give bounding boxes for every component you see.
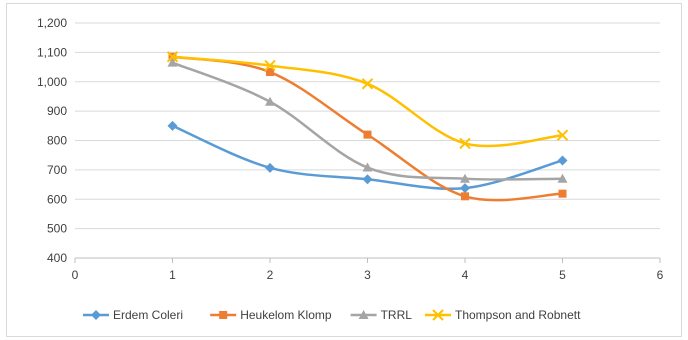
x-tick-label: 4 <box>462 268 469 282</box>
x-tick-label: 1 <box>169 268 176 282</box>
y-tick-label: 400 <box>47 251 67 265</box>
legend-label: TRRL <box>381 308 413 322</box>
y-tick-label: 1,000 <box>37 75 67 89</box>
legend-label: Erdem Coleri <box>113 308 183 322</box>
legend-item-trrl: TRRL <box>350 308 413 322</box>
legend-item-erdem-coleri: Erdem Coleri <box>83 308 183 322</box>
data-point-thompson-and-robnett <box>264 59 276 72</box>
legend-label: Heukelom Klomp <box>240 308 332 322</box>
data-point-trrl <box>265 96 275 106</box>
data-point-trrl <box>460 173 470 183</box>
legend-marker <box>358 310 369 319</box>
y-tick-label: 1,200 <box>37 16 67 30</box>
series-line-trrl <box>172 61 563 181</box>
axes: 400 500 600 700 800 900 1,000 1,100 1,200 0 1 2 3 4 5 6 <box>37 16 664 282</box>
legend-marker <box>219 311 228 319</box>
x-tick-label: 6 <box>657 268 664 282</box>
legend-marker <box>432 309 444 321</box>
y-tick-label: 500 <box>47 222 67 236</box>
y-tick-label: 800 <box>47 134 67 148</box>
data-point-trrl <box>557 173 568 183</box>
data-point-trrl <box>167 57 178 67</box>
data-point-heukelom-klomp <box>266 68 274 77</box>
data-point-heukelom-klomp <box>363 130 372 139</box>
legend-label: Thompson and Robnett <box>455 308 581 322</box>
gridlines <box>75 22 660 230</box>
data-point-erdem-coleri <box>557 155 568 166</box>
data-point-thompson-and-robnett <box>459 137 471 150</box>
y-tick-label: 700 <box>47 163 67 177</box>
y-tick-label: 1,100 <box>37 45 67 59</box>
data-point-erdem-coleri <box>265 162 275 173</box>
x-tick-label: 3 <box>364 268 371 282</box>
data-point-erdem-coleri <box>362 174 373 185</box>
y-tick-label: 900 <box>47 104 67 118</box>
data-point-erdem-coleri <box>460 183 470 194</box>
data-point-heukelom-klomp <box>461 192 469 201</box>
legend: Erdem Coleri Heukelom Klomp TRRL Thompson a… <box>83 308 581 322</box>
x-tick-label: 2 <box>267 268 274 282</box>
legend-item-heukelom-klomp: Heukelom Klomp <box>210 308 332 322</box>
x-tick-label: 0 <box>72 268 79 282</box>
data-point-trrl <box>362 162 373 172</box>
data-point-thompson-and-robnett <box>166 51 179 63</box>
legend-marker <box>91 310 101 320</box>
series-layer <box>166 51 569 202</box>
series-trrl <box>167 57 568 183</box>
legend-item-thompson-and-robnett: Thompson and Robnett <box>425 308 581 322</box>
x-tick-label: 5 <box>559 268 566 282</box>
data-point-thompson-and-robnett <box>556 129 569 141</box>
data-point-heukelom-klomp <box>558 189 567 198</box>
data-point-erdem-coleri <box>167 120 178 131</box>
y-tick-label: 600 <box>47 192 67 206</box>
data-point-thompson-and-robnett <box>361 78 374 90</box>
series-thompson-and-robnett <box>166 51 569 150</box>
